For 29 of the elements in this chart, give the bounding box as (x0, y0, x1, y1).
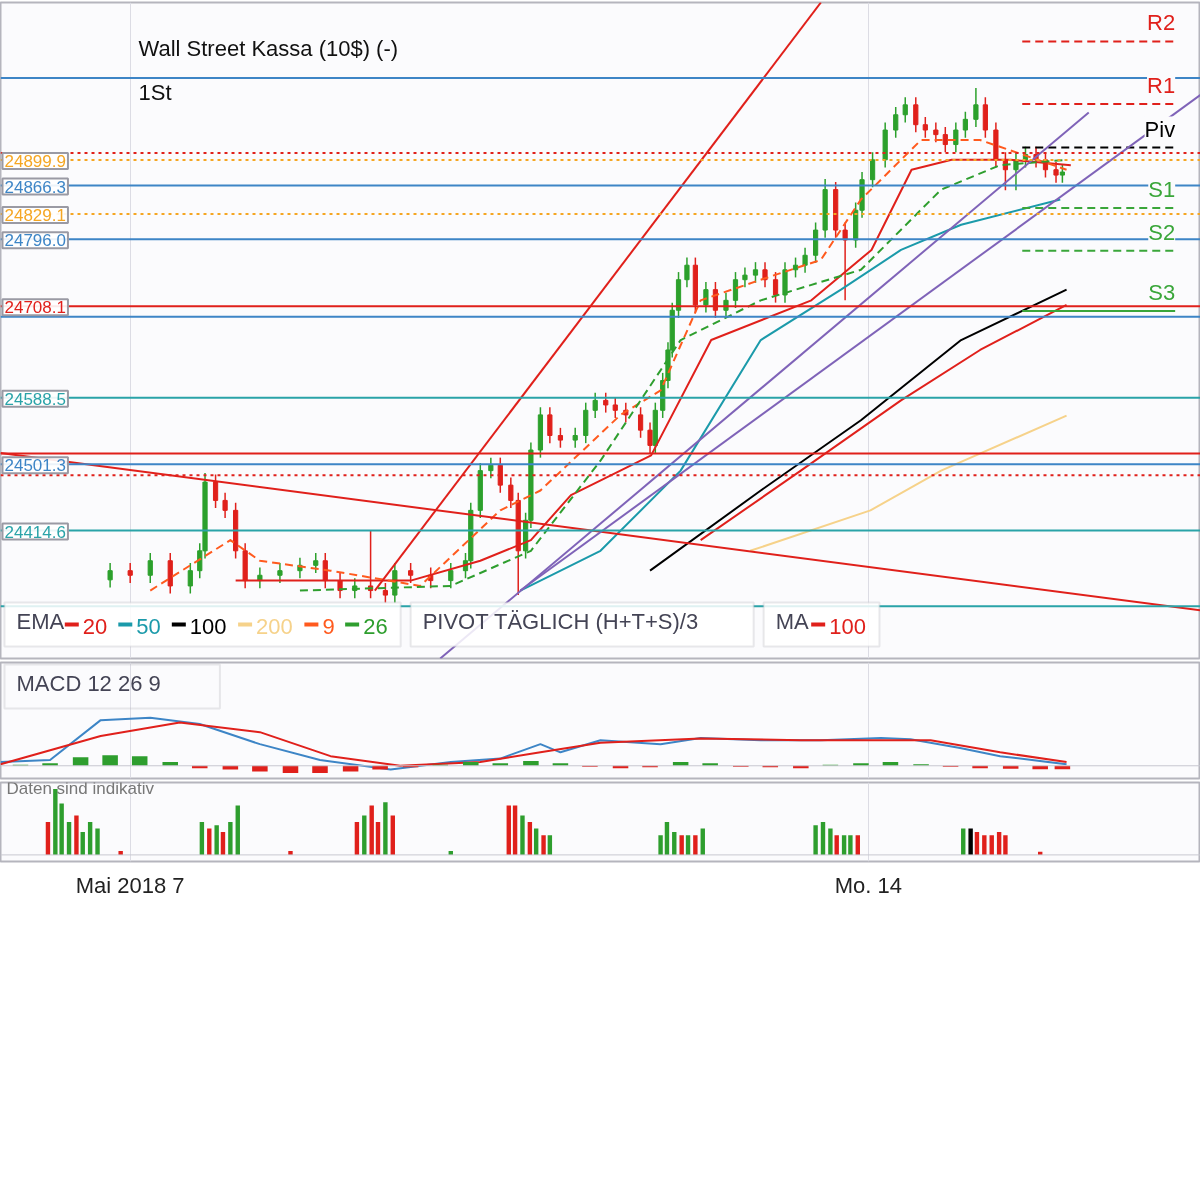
series-label: Piv (1144, 116, 1176, 142)
series-label: S3 (1148, 280, 1176, 306)
legend-label: 20 (82, 613, 108, 639)
legend-label: 100 (189, 613, 227, 639)
legend-label: 200 (256, 613, 293, 639)
ref-line-label: 24588.5 (4, 389, 66, 409)
ref-line-label: 24414.6 (4, 522, 66, 542)
x-tick-label: Mo. 14 (834, 872, 902, 898)
chart-title: MACD 12 26 9 (16, 670, 161, 696)
annotation: EMA (16, 608, 65, 634)
ref-line-label: 24899.9 (4, 151, 66, 171)
x-tick-label: Mai 2018 7 (75, 872, 185, 898)
ref-line-label: 24501.3 (4, 456, 66, 476)
series-label: R2 (1147, 10, 1176, 36)
ref-line-label: 24796.0 (4, 231, 66, 251)
legend-label: 100 (829, 613, 866, 639)
annotation: PIVOT TÄGLICH (H+T+S)/3 (422, 608, 699, 634)
text: 1St (138, 79, 172, 105)
series-label: S1 (1148, 176, 1176, 202)
series-label: S2 (1148, 219, 1176, 245)
ref-line-label: 24708.1 (4, 298, 66, 318)
series-label: R1 (1147, 73, 1176, 99)
legend-label: 50 (136, 613, 161, 639)
text: Wall Street Kassa (10$) (-) (138, 35, 399, 61)
legend-label: 26 (363, 613, 388, 639)
ref-line-label: 24866.3 (4, 177, 66, 197)
ref-line-label: 24829.1 (4, 205, 66, 225)
legend-label: 9 (322, 613, 335, 639)
annotation: MA (775, 608, 809, 634)
